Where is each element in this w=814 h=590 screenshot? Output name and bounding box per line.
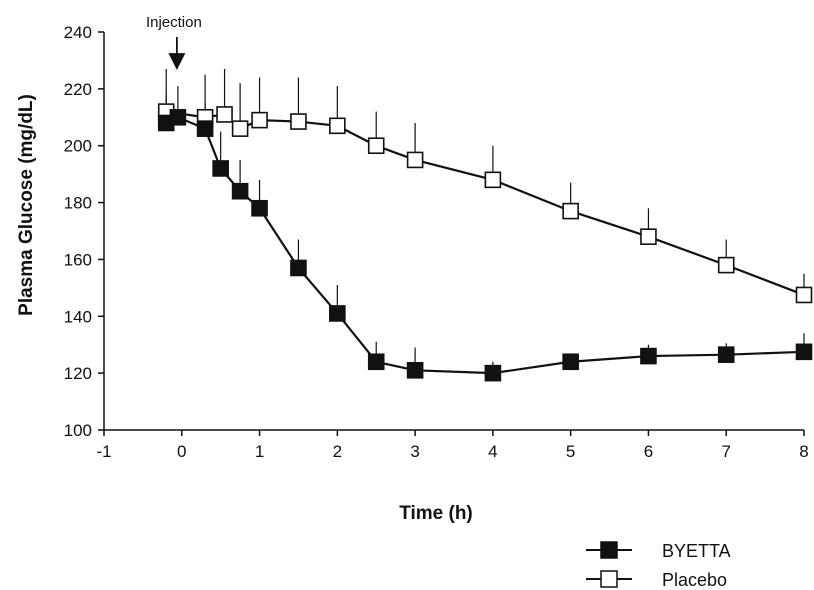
byetta-data-point [406, 361, 424, 379]
x-axis-title: Time (h) [399, 503, 473, 524]
placebo-data-point [290, 113, 307, 130]
injection-annotation-label: Injection [146, 14, 202, 31]
placebo-data-point [406, 151, 424, 169]
y-tick-label: 100 [64, 421, 92, 440]
y-tick-label: 160 [64, 250, 92, 269]
x-tick-label: 6 [644, 442, 653, 461]
y-tick-label: 140 [64, 307, 92, 326]
series-markers [157, 103, 813, 382]
placebo-data-point [329, 117, 346, 135]
placebo-data-point [562, 202, 579, 220]
legend-byetta-marker [600, 541, 618, 559]
legend: BYETTA Placebo [586, 541, 731, 590]
x-tick-label: 4 [488, 442, 497, 461]
x-tick-label: 2 [333, 442, 342, 461]
x-tick-label: 7 [721, 442, 730, 461]
placebo-data-point [251, 111, 268, 129]
legend-byetta-label: BYETTA [662, 541, 731, 561]
byetta-data-point [562, 353, 579, 371]
byetta-data-point [329, 305, 346, 322]
y-tick-label: 180 [64, 194, 92, 213]
placebo-data-point [216, 106, 233, 123]
axes: 100 120 140 160 180 200 220 240 -1 0 1 2 3 4 5 6 7 8 [64, 23, 809, 461]
byetta-data-point [717, 346, 735, 363]
placebo-data-point [717, 256, 735, 274]
y-axis-title: Plasma Glucose (mg/dL) [16, 94, 37, 316]
x-tick-label: -1 [96, 442, 111, 461]
byetta-data-point [169, 108, 187, 126]
byetta-data-point [196, 120, 214, 137]
y-tick-label: 220 [64, 80, 92, 99]
byetta-data-point [795, 343, 813, 361]
y-tick-label: 200 [64, 137, 92, 156]
placebo-data-point [231, 120, 249, 137]
placebo-data-point [484, 171, 502, 189]
y-tick-label: 120 [64, 364, 92, 383]
byetta-data-point [212, 160, 229, 177]
byetta-data-point [640, 347, 657, 365]
placebo-data-point [640, 228, 657, 245]
byetta-data-point [367, 353, 385, 371]
legend-placebo-marker [600, 570, 618, 588]
legend-placebo-label: Placebo [662, 570, 727, 590]
placebo-data-point [367, 137, 385, 155]
x-tick-label: 1 [255, 442, 264, 461]
x-tick-label: 3 [410, 442, 419, 461]
y-tick-label: 240 [64, 23, 92, 42]
byetta-data-point [231, 182, 249, 200]
x-tick-label: 5 [566, 442, 575, 461]
byetta-data-point [251, 199, 268, 217]
byetta-data-point [484, 364, 502, 382]
byetta-data-point [290, 259, 307, 277]
placebo-data-point [795, 286, 813, 304]
injection-arrow-icon [168, 37, 186, 71]
byetta-series-line [165, 116, 805, 375]
x-tick-label: 8 [799, 442, 808, 461]
series-lines [165, 110, 805, 375]
x-tick-label: 0 [177, 442, 186, 461]
